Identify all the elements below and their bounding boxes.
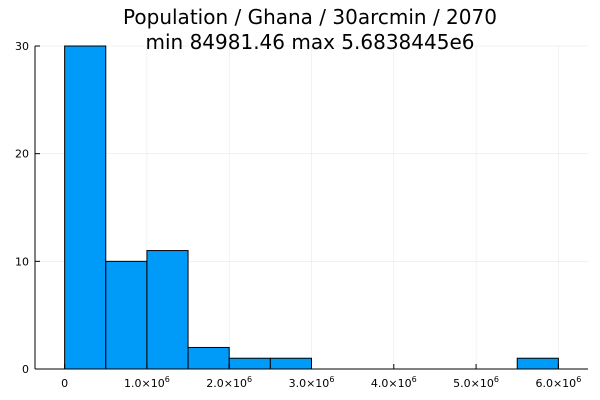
x-tick-label-3: 3.0×106	[289, 375, 335, 390]
grid-lines	[35, 45, 588, 370]
chart-subtitle: min 84981.46 max 5.6838445e6	[146, 30, 475, 54]
x-tick-label-1: 1.0×106	[124, 375, 170, 390]
histogram-bar-4	[228, 357, 271, 370]
x-tick-label-6: 6.0×106	[535, 375, 581, 390]
tick-labels: 0 10 20 30 0 1.0×106 2.0×106 3.0×106 4.0×106 5.0×…	[15, 40, 581, 390]
axes	[34, 45, 588, 370]
histogram-bar-0	[64, 45, 107, 370]
x-tick-label-2: 2.0×106	[206, 375, 252, 390]
x-tick-label-4: 4.0×106	[371, 375, 417, 390]
histogram-bar-3	[187, 346, 230, 370]
histogram-bar-5	[269, 357, 312, 370]
y-tick-label-0: 0	[22, 363, 29, 376]
histogram-bar-11	[516, 357, 559, 370]
chart-title: Population / Ghana / 30arcmin / 2070	[123, 5, 497, 29]
y-tick-label-3: 30	[15, 40, 29, 53]
histogram-bar-1	[105, 260, 148, 370]
y-tick-label-2: 20	[15, 148, 29, 161]
y-tick-label-1: 10	[15, 255, 29, 268]
x-tick-label-0: 0	[61, 377, 68, 390]
histogram-bar-2	[146, 250, 189, 370]
x-tick-label-5: 5.0×106	[453, 375, 499, 390]
histogram-bars	[64, 45, 559, 370]
